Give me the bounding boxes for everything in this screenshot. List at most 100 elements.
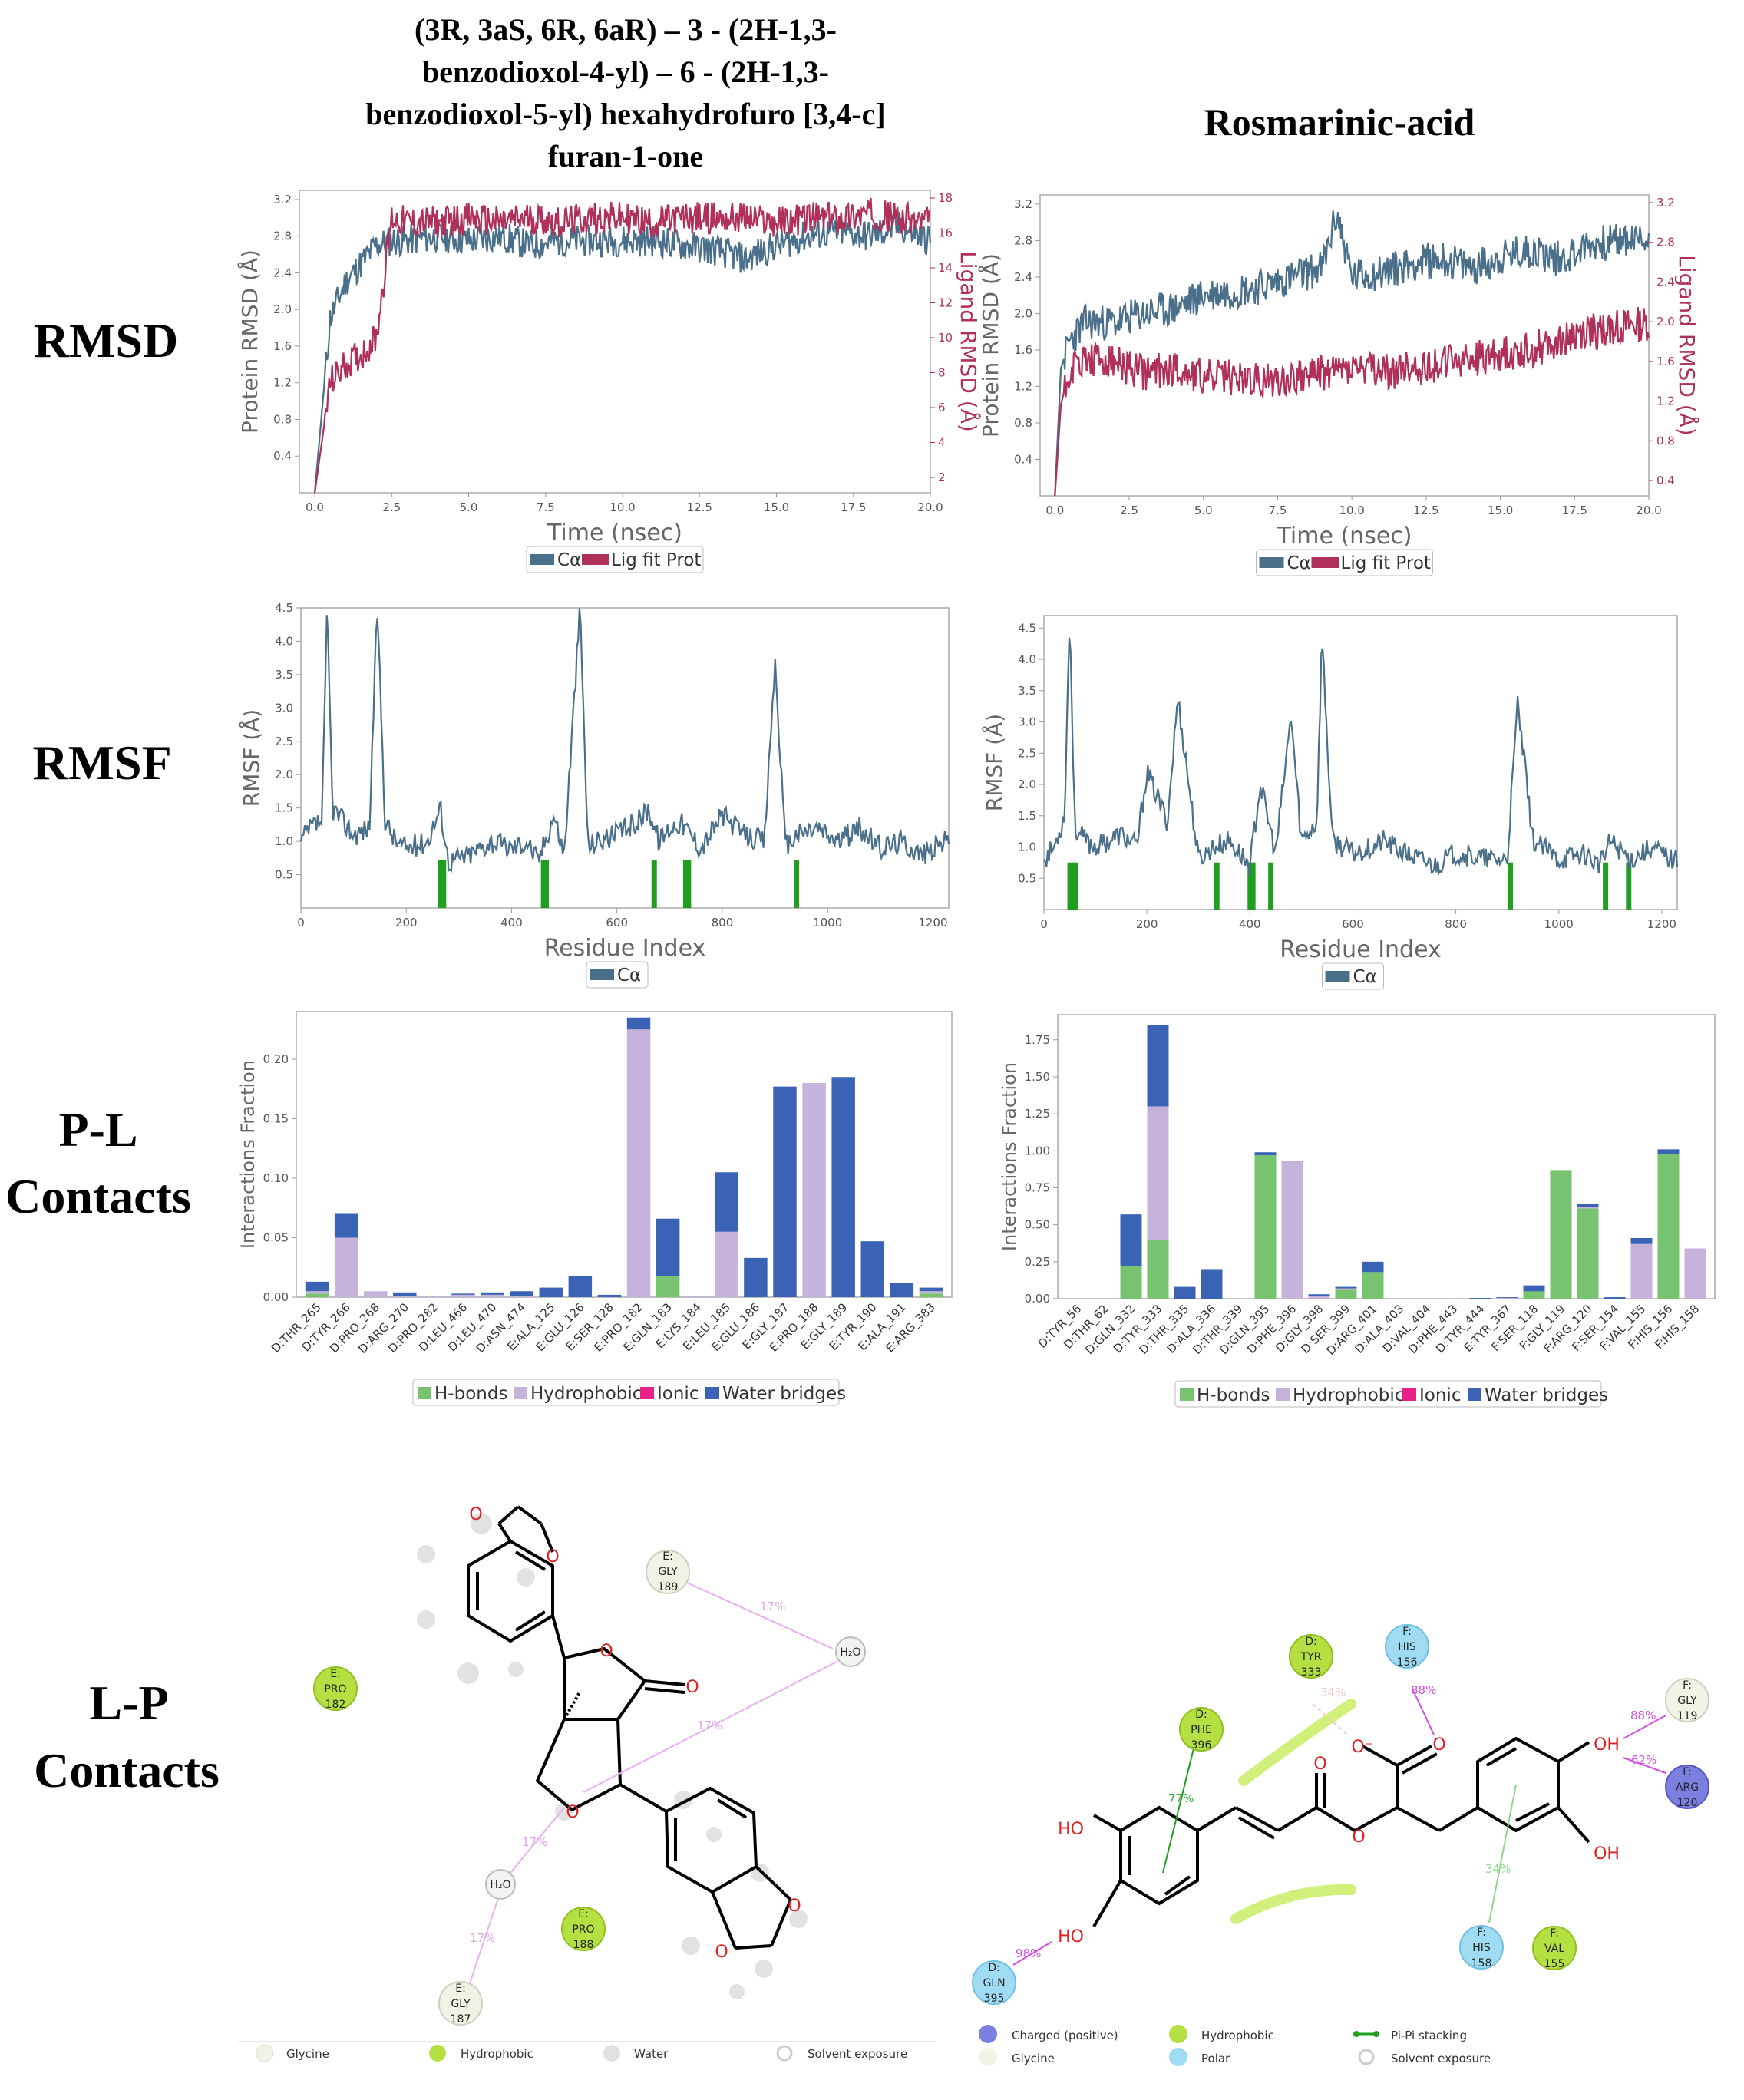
y2-tick-label: 2.8 xyxy=(1656,236,1675,249)
y-tick-label: 0.8 xyxy=(273,412,292,426)
y2-tick-label: 14 xyxy=(938,261,953,275)
residue-number: 189 xyxy=(658,1581,679,1593)
y-tick-label: 0.05 xyxy=(263,1231,289,1245)
bar-water-bridges xyxy=(1469,1298,1491,1299)
contact-residue-bar xyxy=(1072,862,1078,910)
bar-water-bridges xyxy=(1657,1149,1680,1154)
residue-name: PHE xyxy=(1191,1724,1212,1736)
row-label-pl-2: Contacts xyxy=(5,1169,191,1223)
y-tick-label: 3.0 xyxy=(1018,715,1036,729)
percent-label: 17% xyxy=(760,1600,785,1613)
contact-residue-bar xyxy=(651,860,657,908)
legend-swatch-water-bridges xyxy=(705,1387,719,1399)
y-tick-label: 0.50 xyxy=(1025,1218,1050,1232)
y-axis-label: RMSF (Å) xyxy=(238,709,264,807)
residue-number: 188 xyxy=(573,1939,594,1951)
bar-water-bridges xyxy=(860,1241,885,1297)
legend-label-ionic: Ionic xyxy=(657,1384,699,1404)
y2-tick-label: 3.2 xyxy=(1656,196,1675,210)
plot-frame xyxy=(300,607,950,909)
bar-hydrophobic xyxy=(422,1296,446,1297)
ligand-bonds-right xyxy=(1092,1736,1590,1928)
water-bridge-lines-left xyxy=(467,1582,837,1989)
legend-label-hbonds: H-bonds xyxy=(1197,1385,1270,1405)
bar-hbonds xyxy=(656,1276,680,1297)
water-label: H₂O xyxy=(840,1646,860,1659)
legend-label-hbonds: H-bonds xyxy=(434,1384,507,1404)
y-tick-label: 1.00 xyxy=(1025,1144,1050,1157)
left-title-line-4: furan-1-one xyxy=(548,139,703,173)
residue-number: 182 xyxy=(325,1699,346,1711)
x-tick-label: 1200 xyxy=(918,916,947,929)
legend-label: Polar xyxy=(1201,2052,1230,2065)
legend-swatch-ionic xyxy=(640,1387,654,1399)
x-tick-label: 1200 xyxy=(1647,917,1676,931)
hydrophobic-legend-icon xyxy=(1169,2025,1187,2043)
bar-water-bridges xyxy=(334,1213,358,1238)
bar-hydrophobic xyxy=(1684,1248,1706,1299)
percent-label: 62% xyxy=(1631,1753,1656,1767)
bar-hbonds xyxy=(1335,1289,1357,1299)
x-tick-label: 800 xyxy=(712,916,734,929)
x-tick-label: 800 xyxy=(1445,917,1467,931)
hbond-line xyxy=(1412,1688,1435,1735)
water-legend-icon xyxy=(603,2045,620,2062)
bar-hydrophobic xyxy=(481,1294,504,1297)
y-tick-label: 1.6 xyxy=(273,339,292,353)
residue-node-gly-119: F: GLY 119 xyxy=(1665,1678,1709,1722)
y-tick-label: 2.5 xyxy=(1018,746,1036,760)
contact-residue-bar xyxy=(1508,862,1514,910)
plot-frame xyxy=(1039,194,1650,497)
rmsd-left-chart: 0.4 0.8 1.2 1.6 2.0 2.4 2.8 3.2 0.0 2.5 5.0 7.5 10.0… xyxy=(236,190,982,573)
residue-chain: F: xyxy=(1477,1927,1486,1939)
bar-hydrophobic xyxy=(626,1029,651,1297)
y-tick-label: 1.0 xyxy=(1018,840,1036,854)
y2-tick-label: 4 xyxy=(938,436,946,450)
solvent-exposure-legend-icon xyxy=(776,2045,793,2062)
y-tick-label: 2.4 xyxy=(1014,270,1032,284)
residue-node-gln-395: D: GLN 395 xyxy=(972,1960,1016,2005)
x-tick-label: 0 xyxy=(1040,917,1048,931)
y-tick-label: 2.5 xyxy=(275,735,293,748)
residue-number: 120 xyxy=(1677,1797,1698,1809)
y-axis-label: Interactions Fraction xyxy=(237,1060,259,1249)
y-axis-label: RMSF (Å) xyxy=(981,714,1007,811)
x-tick-label: 15.0 xyxy=(764,500,789,514)
bar-hydrophobic xyxy=(510,1296,533,1297)
residue-chain: E: xyxy=(662,1550,673,1563)
residue-chain: F: xyxy=(1550,1927,1559,1940)
residue-node-pro-182: E: PRO 182 xyxy=(313,1666,358,1711)
bar-water-bridges xyxy=(831,1077,855,1297)
bar-water-bridges xyxy=(1254,1152,1277,1156)
x-tick-label: 200 xyxy=(395,916,418,929)
percent-label: 88% xyxy=(1411,1683,1436,1697)
residue-node-tyr-333: D: TYR 333 xyxy=(1289,1634,1333,1679)
bar-hbonds xyxy=(1147,1239,1169,1299)
y2-tick-label: 12 xyxy=(938,296,953,310)
y2-tick-label: 2.4 xyxy=(1656,275,1675,289)
residue-chain: D: xyxy=(988,1962,1000,1974)
bar-hbonds xyxy=(305,1293,329,1297)
y-tick-label: 2.8 xyxy=(1014,233,1032,247)
x-tick-label: 400 xyxy=(500,916,523,929)
contact-residue-bar xyxy=(1250,862,1256,910)
legend-label-ca: Cα xyxy=(1353,967,1377,987)
percent-label: 17% xyxy=(470,1931,495,1945)
oxygen-atom: O xyxy=(788,1897,801,1916)
hydrophobic-legend-icon xyxy=(429,2045,446,2062)
y2-axis-label: Ligand RMSD (Å) xyxy=(956,251,982,432)
bar-hbonds xyxy=(919,1293,943,1297)
y-tick-label: 1.0 xyxy=(275,834,293,848)
y2-tick-label: 6 xyxy=(938,401,946,414)
bar-hydrophobic xyxy=(305,1291,329,1294)
y-tick-label: 3.5 xyxy=(1018,684,1036,698)
y-tick-label: 0.4 xyxy=(1014,452,1032,466)
y-tick-label: 4.5 xyxy=(275,601,293,615)
rmsf-right-chart: 0.5 1.0 1.5 2.0 2.5 3.0 3.5 4.0 4.5 0 200 400 600 800… xyxy=(981,615,1679,990)
bar-water-bridges xyxy=(1201,1269,1223,1299)
legend-label: Glycine xyxy=(286,2047,329,2061)
glycine-legend-icon xyxy=(256,2044,274,2062)
bar-water-bridges xyxy=(510,1291,533,1296)
bar-water-bridges xyxy=(597,1294,622,1297)
x-tick-label: 200 xyxy=(1136,917,1158,931)
